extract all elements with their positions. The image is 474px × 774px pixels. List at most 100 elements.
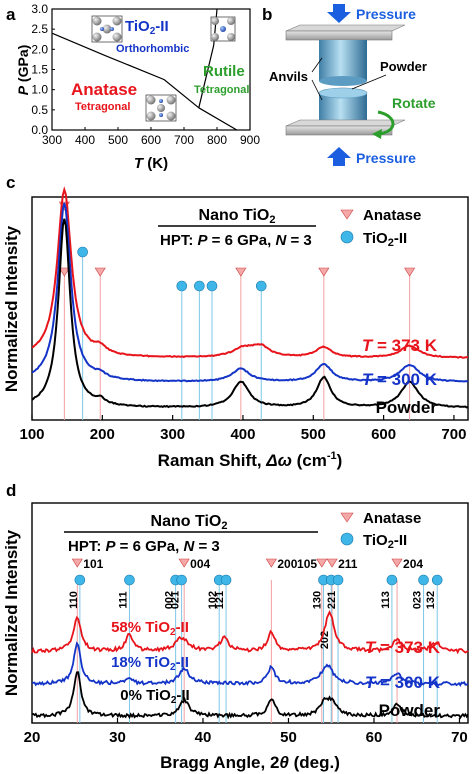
x-tick-label-a: 400 [75, 133, 95, 147]
tio2ii-hkl-label: 121 [214, 591, 226, 609]
xrd-series-t-373-k [31, 610, 469, 655]
xrd-plot-frame [31, 502, 469, 724]
x-tick-label-c: 100 [19, 426, 44, 443]
legend-tio2ii-marker [340, 230, 354, 244]
legend-tio2ii-label: TiO2-II [363, 230, 407, 249]
tio2ii-marker-d [124, 574, 135, 586]
xrd-title: Nano TiO2 [151, 513, 228, 532]
x-tick-label-a: 500 [108, 133, 128, 147]
tio2ii-marker-d [74, 574, 86, 586]
raman-series-t-300-k [31, 202, 469, 383]
x-tick-label-c: 300 [160, 426, 185, 443]
tio2ii-marker-d [418, 574, 429, 586]
phase-diagram-axes: 300 400 500 600 700 800 900 0.0 0.5 1.0 1.5 2.0 2.5 3… [31, 2, 260, 147]
top-anvil [319, 40, 367, 81]
anatase-hkl-label: 200 [277, 557, 297, 571]
panel-b: b Pressure Pressure Anvils Powder Rotate [262, 4, 436, 166]
label-300k-d: T = 300 K [365, 673, 441, 692]
x-tick-label-d: 30 [109, 729, 126, 746]
label-373k-d: T = 373 K [365, 638, 441, 657]
anatase-hkl-label: 101 [83, 557, 103, 571]
anatase-marker-d [326, 558, 338, 568]
x-tick-label-c: 500 [301, 426, 326, 443]
label-300k-c: T = 300 K [362, 370, 438, 389]
anatase-marker-d [265, 558, 277, 568]
phase-name-tio2-ii: TiO2-II [125, 18, 169, 37]
y-tick-label-a: 2.5 [31, 22, 48, 36]
tio2ii-marker [255, 280, 267, 292]
raman-plot-frame [31, 196, 469, 421]
phase-sub-rutile: Tetragonal [194, 84, 249, 96]
rutile-crystal-icon [210, 16, 236, 42]
anatase-marker-d [71, 558, 83, 568]
y-tick-label-a: 1.0 [31, 83, 48, 97]
anatase-hkl-label: 004 [190, 557, 210, 571]
tio2ii-marker-d [220, 574, 232, 586]
raman-plot-area: 100 200 300 400 500 600 700 [19, 186, 469, 443]
x-tick-label-a: 700 [174, 133, 194, 147]
phase-name-anatase: Anatase [71, 80, 137, 99]
anatase-marker-d [316, 558, 328, 568]
raman-series-t-373-k [31, 186, 469, 359]
x-axis-label-d: Bragg Angle, 2θ (deg.) [160, 753, 340, 772]
rotate-arrow-icon [377, 110, 395, 136]
tio2-ii-crystal-icon [91, 15, 123, 43]
anatase-marker-d [391, 558, 403, 568]
y-axis-label-d: Normalized Intensity [2, 529, 21, 696]
y-tick-label-a: 0.5 [31, 103, 48, 117]
bottom-plate [285, 125, 393, 136]
panel-label-d: d [6, 481, 16, 500]
anatase-hkl-label: 204 [403, 557, 423, 571]
tio2ii-hkl-label: 111 [117, 591, 129, 608]
legend-anatase-marker [340, 209, 354, 220]
xrd-series-t-300-k [31, 641, 469, 688]
raman-subtitle: HPT: P = 6 GPa, N = 3 [160, 232, 312, 249]
x-tick-label-d: 50 [280, 729, 297, 746]
pressure-label-top: Pressure [356, 6, 416, 22]
x-tick-label-c: 700 [441, 426, 466, 443]
tio2ii-marker [176, 280, 188, 292]
tio2ii-hkl-label: 130 [312, 591, 324, 609]
raman-series-powder [31, 218, 469, 409]
x-tick-label-a: 900 [240, 133, 260, 147]
legend-tio2ii-marker-d [340, 532, 354, 546]
xrd-series-powder [31, 671, 469, 720]
panel-a: a 300 400 500 600 700 800 900 0.0 0.5 1.0 1.5 2.0 2.… [6, 2, 260, 172]
anatase-marker [58, 267, 70, 277]
y-tick-label-a: 0.0 [31, 123, 48, 137]
phase-sub-anatase: Tetragonal [75, 101, 130, 113]
anatase-marker [235, 267, 247, 277]
tio2ii-hkl-label: 102 [207, 591, 219, 609]
tio2ii-marker-d [431, 574, 443, 586]
label-powder-d: Powder [379, 701, 441, 720]
panel-label-a: a [6, 5, 16, 24]
anatase-marker [404, 267, 416, 277]
y-axis-label-c: Normalized Intensity [2, 225, 21, 392]
x-tick-label-d: 70 [451, 729, 468, 746]
anatase-marker [94, 267, 106, 277]
phase-boundary-line [198, 107, 238, 131]
label-18pct: 18% TiO2-II [111, 654, 189, 673]
panel-c: c 100 200 300 400 500 600 700 Nano TiO2 HPT: P… [2, 173, 469, 470]
x-axis-label-a: T (K) [134, 155, 168, 172]
tio2ii-hkl-label: 113 [380, 591, 392, 609]
legend-anatase-marker-d [340, 512, 354, 523]
powder-label: Powder [380, 59, 427, 74]
x-tick-label-c: 200 [90, 426, 115, 443]
anvils-label: Anvils [269, 69, 308, 84]
tio2ii-marker-d [176, 574, 187, 586]
phase-sub-orthorhombic: Orthorhombic [116, 43, 189, 55]
anatase-marker-d [178, 558, 190, 568]
legend-anatase-label: Anatase [363, 207, 421, 224]
x-tick-label-c: 400 [230, 426, 255, 443]
tio2ii-marker-d [332, 574, 344, 586]
label-373k-c: T = 373 K [362, 336, 438, 355]
panel-label-b: b [262, 5, 272, 24]
y-tick-label-a: 1.5 [31, 63, 48, 77]
rotate-label: Rotate [392, 95, 436, 111]
tio2ii-hkl-label: 110 [68, 591, 80, 609]
pressure-down-arrow-icon [327, 4, 351, 23]
